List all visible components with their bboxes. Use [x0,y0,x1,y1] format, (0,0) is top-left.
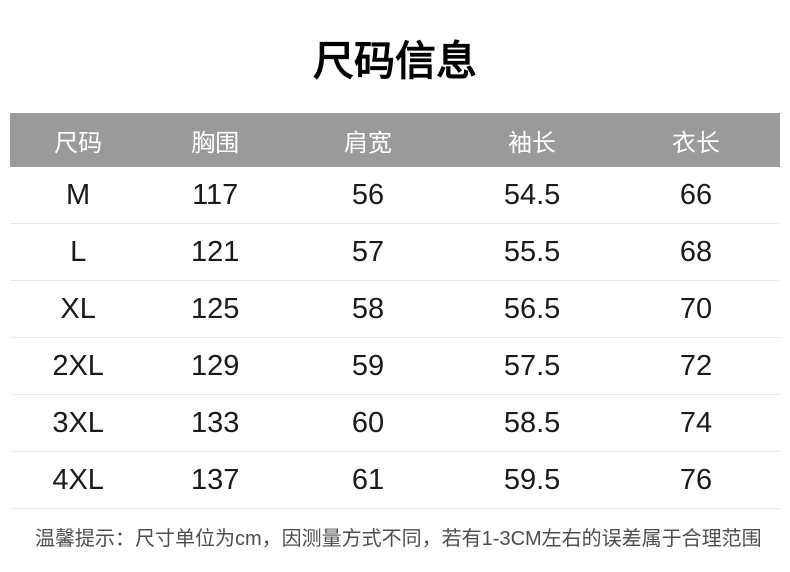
header-cell: 袖长 [508,129,557,157]
measurement-cell: 66 [679,178,713,211]
page-title: 尺码信息 [313,38,477,84]
size-label-cell: M [66,178,91,211]
measurement-cell: 137 [191,463,240,496]
table-row: 2XL 129 59 57.5 72 [10,338,780,395]
measurement-cell: 74 [679,406,713,439]
table-row: L 121 57 55.5 68 [10,224,780,281]
table-row: M 117 56 54.5 66 [10,167,780,224]
measurement-cell: 70 [679,292,713,325]
size-label-cell: 2XL [52,349,104,382]
measurement-cell: 121 [191,235,240,268]
measurement-cell: 55.5 [503,235,561,268]
header-cell: 胸围 [191,129,240,157]
measurement-cell: 57.5 [503,349,561,382]
measurement-cell: 59.5 [503,463,561,496]
measurement-cell: 72 [679,349,713,382]
measurement-cell: 57 [351,235,385,268]
measurement-cell: 54.5 [503,178,561,211]
measurement-cell: 125 [191,292,240,325]
measurement-cell: 76 [679,463,713,496]
measurement-cell: 68 [679,235,713,268]
measurement-cell: 60 [351,406,385,439]
measurement-cell: 61 [351,463,385,496]
size-table: 尺码 胸围 肩宽 袖长 衣长 M 117 56 54.5 66 L 121 57 55.5 68 XL 125… [10,113,780,509]
size-label-cell: XL [60,292,96,325]
header-cell: 衣长 [672,129,721,157]
measurement-cell: 58 [351,292,385,325]
measurement-cell: 58.5 [503,406,561,439]
header-cell: 肩宽 [344,129,393,157]
measurement-cell: 56 [351,178,385,211]
table-row: 4XL 137 61 59.5 76 [10,452,780,509]
size-table-body: M 117 56 54.5 66 L 121 57 55.5 68 XL 125 58 56.5 70 2XL… [10,167,780,509]
size-table-header-row: 尺码 胸围 肩宽 袖长 衣长 [10,113,780,167]
measurement-cell: 59 [351,349,385,382]
table-row: XL 125 58 56.5 70 [10,281,780,338]
size-label-cell: L [70,235,87,268]
measurement-cell: 56.5 [503,292,561,325]
measurement-cell: 117 [192,178,239,211]
measurement-note: 温馨提示：尺寸单位为cm，因测量方式不同，若有1-3CM左右的误差属于合理范围 [35,528,762,550]
table-row: 3XL 133 60 58.5 74 [10,395,780,452]
measurement-cell: 129 [191,349,240,382]
size-label-cell: 4XL [52,463,104,496]
header-cell: 尺码 [54,129,103,157]
size-label-cell: 3XL [52,406,104,439]
measurement-cell: 133 [191,406,240,439]
